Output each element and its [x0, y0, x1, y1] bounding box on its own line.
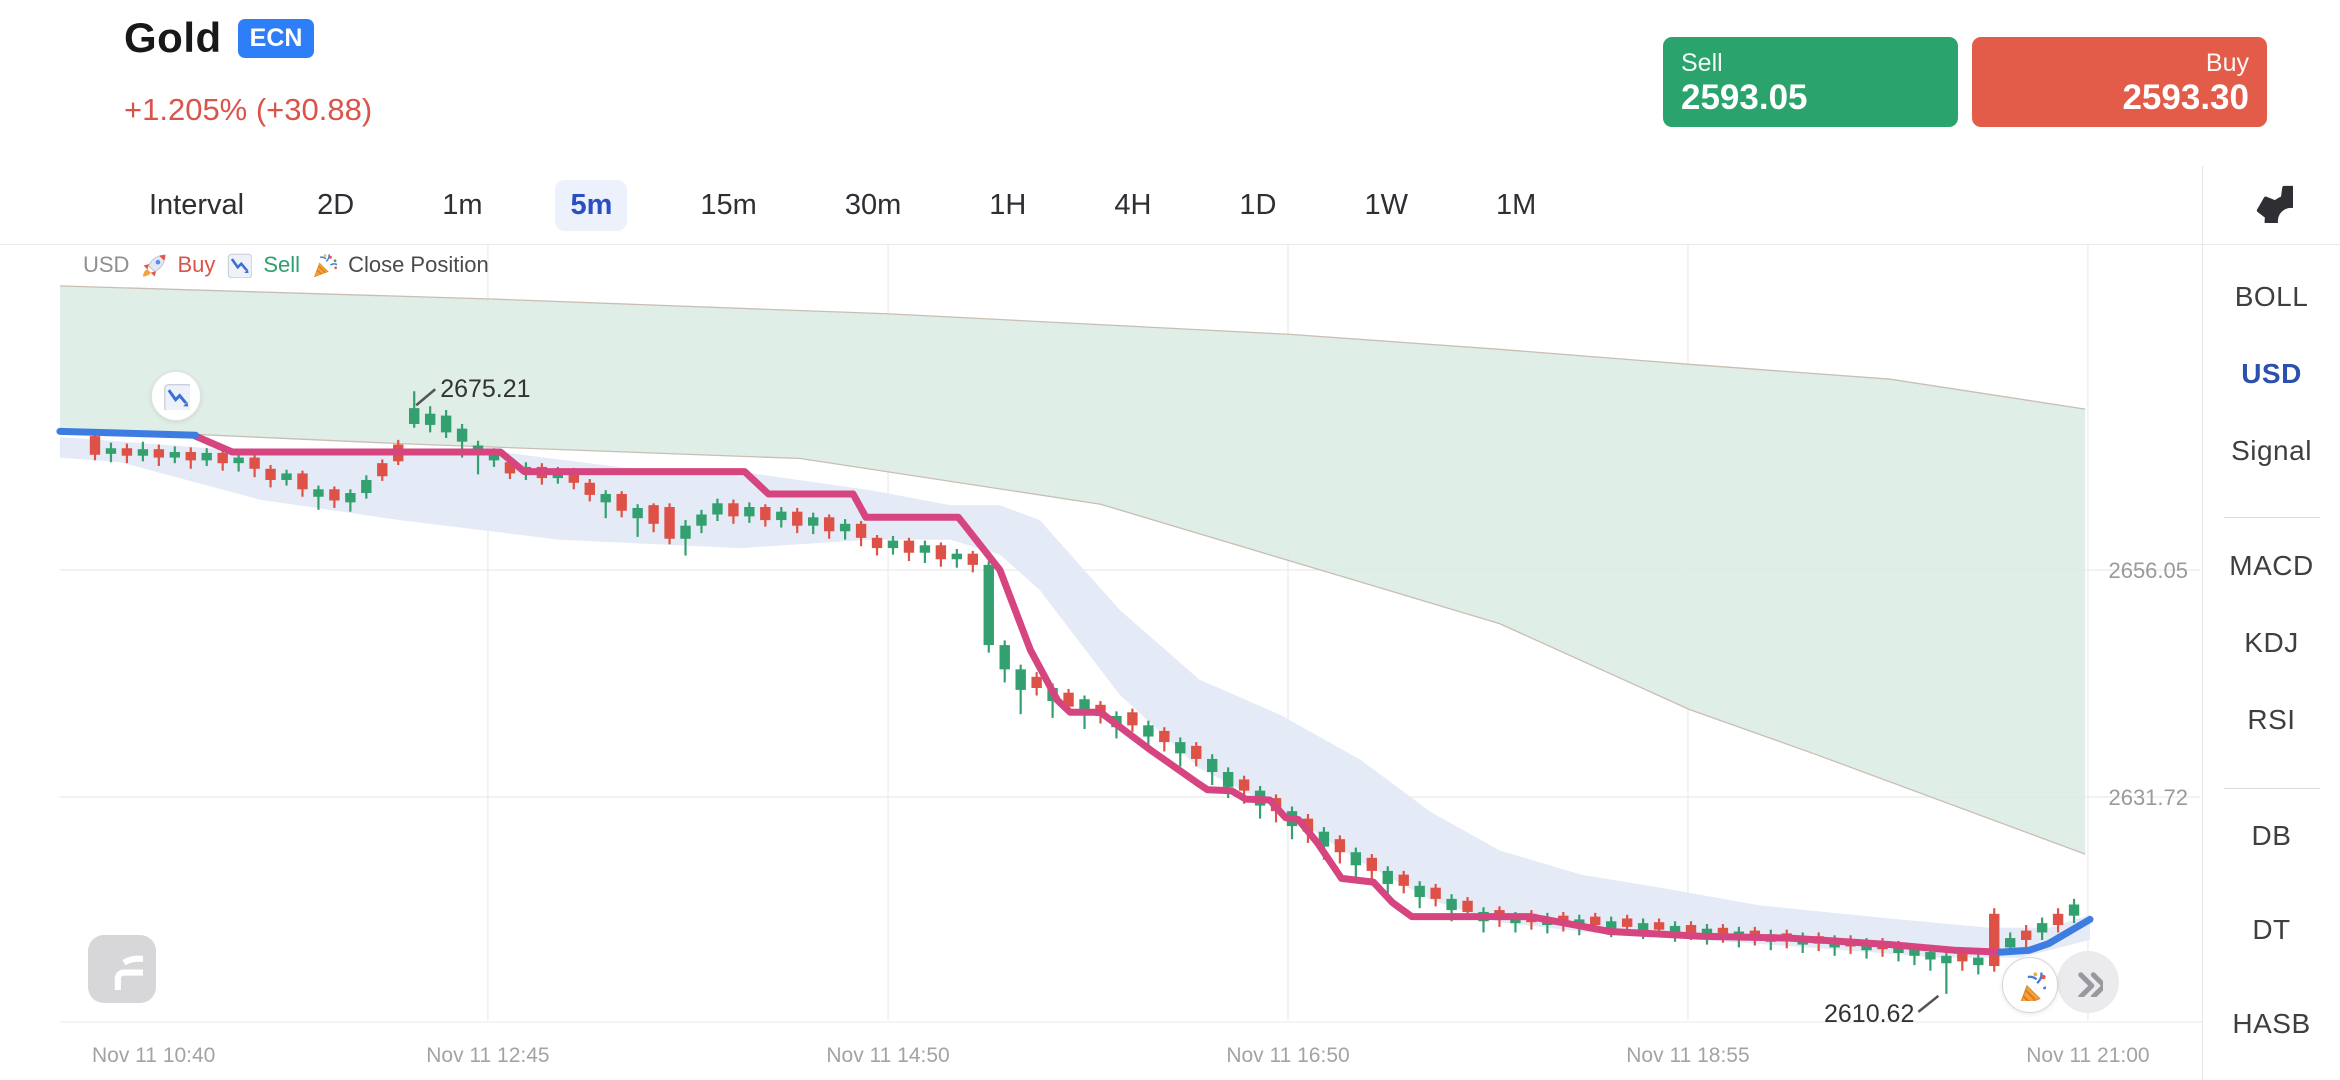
sell-button[interactable]: Sell 2593.05 [1663, 37, 1958, 127]
time-tick: Nov 11 21:00 [2026, 1044, 2149, 1067]
legend-buy: Buy [177, 252, 216, 277]
indicator-sidebar: BOLL USD Signal MACD KDJ RSI DB DT HASB [2203, 166, 2340, 1080]
sell-price: 2593.05 [1681, 78, 1808, 117]
chart-legend: USD Buy Sell Close Position [83, 252, 489, 278]
sidebar-separator [2223, 788, 2320, 789]
legend-currency: USD [83, 252, 130, 277]
trend-line-end [1997, 915, 2094, 956]
sidebar-divider [2202, 166, 2203, 1080]
price-annotations: 2675.21 2610.62 [415, 375, 1940, 1028]
tab-30m[interactable]: 30m [844, 188, 902, 221]
price-axis: 2656.05 2631.72 [2108, 558, 2188, 810]
tab-2D[interactable]: 2D [317, 188, 355, 221]
indicator-usd[interactable]: USD [2241, 357, 2302, 389]
title-row: Gold ECN [124, 14, 315, 62]
tab-1H[interactable]: 1H [989, 188, 1027, 221]
chart-decreasing-icon [162, 382, 190, 410]
indicator-rsi[interactable]: RSI [2247, 703, 2296, 735]
buy-price: 2593.30 [2122, 78, 2249, 117]
rotate-screen-icon [101, 948, 143, 990]
indicator-db[interactable]: DB [2251, 820, 2292, 851]
low-annotation: 2610.62 [1824, 1000, 1914, 1028]
trend-line-start [56, 427, 199, 439]
time-tick: Nov 11 14:50 [826, 1044, 949, 1067]
tab-15m[interactable]: 15m [700, 188, 757, 221]
scroll-right-button[interactable] [2057, 951, 2119, 1013]
tab-1M[interactable]: 1M [1495, 188, 1537, 221]
price-change-text: +1.205% (+30.88) [124, 92, 373, 127]
indicator-macd[interactable]: MACD [2229, 549, 2314, 581]
inner-band [59, 437, 2090, 958]
boll-upper-band [59, 285, 2086, 855]
header-divider [0, 244, 2340, 245]
time-tick: Nov 11 10:40 [92, 1044, 215, 1067]
high-annotation: 2675.21 [440, 375, 530, 403]
time-tick: Nov 11 18:55 [1626, 1044, 1749, 1067]
party-popper-icon [311, 252, 337, 278]
tab-5m[interactable]: 5m [555, 179, 628, 231]
indicator-dt[interactable]: DT [2252, 914, 2291, 945]
ecn-badge: ECN [237, 18, 315, 58]
price-tick: 2656.05 [2108, 558, 2188, 583]
tab-1W[interactable]: 1W [1364, 188, 1408, 221]
tab-1D[interactable]: 1D [1239, 188, 1277, 221]
indicator-kdj[interactable]: KDJ [2244, 626, 2299, 658]
close-position-marker[interactable] [2002, 957, 2058, 1013]
legend-close-position: Close Position [348, 252, 489, 277]
legend-sell: Sell [263, 252, 301, 277]
sell-trade-marker[interactable] [151, 371, 201, 421]
indicator-signal[interactable]: Signal [2231, 434, 2312, 466]
chevrons-right-icon [2073, 967, 2103, 997]
chart-decreasing-icon [226, 252, 252, 278]
sidebar-separator [2223, 517, 2320, 518]
interval-label: Interval [149, 188, 245, 221]
indicator-hasb[interactable]: HASB [2232, 1008, 2311, 1039]
time-axis: Nov 11 10:40 Nov 11 12:45 Nov 11 14:50 Nov … [92, 1044, 2150, 1067]
buy-button-label: Buy [2205, 49, 2249, 77]
tab-4H[interactable]: 4H [1114, 188, 1152, 221]
indicator-boll[interactable]: BOLL [2234, 280, 2309, 312]
signal-line [192, 432, 2005, 956]
price-tick: 2631.72 [2108, 785, 2188, 810]
rocket-icon [140, 252, 166, 278]
rotate-screen-button[interactable] [88, 935, 156, 1003]
time-tick: Nov 11 16:50 [1226, 1044, 1349, 1067]
time-tick: Nov 11 12:45 [426, 1044, 549, 1067]
buy-button[interactable]: Buy 2593.30 [1972, 37, 2267, 127]
sell-button-label: Sell [1681, 49, 1723, 77]
page-title: Gold [124, 14, 222, 61]
interval-bar: Interval 2D 1m 5m 15m 30m 1H 4H 1D 1W 1M [149, 166, 1551, 244]
party-popper-icon [2014, 969, 2046, 1001]
tab-1m[interactable]: 1m [442, 188, 483, 221]
